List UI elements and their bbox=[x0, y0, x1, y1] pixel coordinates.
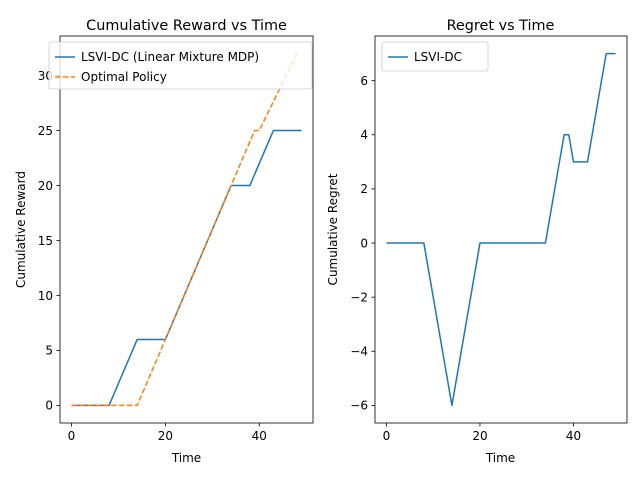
x-tick-label: 0 bbox=[383, 429, 391, 443]
y-tick-label: 5 bbox=[45, 344, 53, 358]
series-line-optimal-policy bbox=[71, 53, 298, 407]
y-tick-label: 6 bbox=[360, 74, 368, 88]
reward-plot-area bbox=[60, 36, 313, 423]
y-tick-label: −2 bbox=[350, 290, 368, 304]
reward-chart-title: Cumulative Reward vs Time bbox=[86, 18, 287, 34]
reward-legend: LSVI-DC (Linear Mixture MDP) Optimal Pol… bbox=[48, 41, 313, 90]
reward-series-layer bbox=[71, 53, 302, 407]
reward-chart: Cumulative Reward vs Time 0 20 40 0 5 10 15 20 2… bbox=[14, 18, 314, 465]
x-tick-label: 40 bbox=[252, 429, 267, 443]
regret-axes-frame bbox=[374, 35, 628, 424]
regret-x-axis-label: Time bbox=[485, 451, 515, 465]
y-tick-label: 15 bbox=[38, 234, 53, 248]
y-tick-label: 4 bbox=[360, 128, 368, 142]
y-tick-label: 0 bbox=[360, 236, 368, 250]
y-tick-label: 20 bbox=[38, 179, 53, 193]
reward-legend-box bbox=[48, 41, 313, 90]
regret-chart-title: Regret vs Time bbox=[447, 18, 555, 34]
y-tick-label: 2 bbox=[360, 182, 368, 196]
x-tick-label: 20 bbox=[158, 429, 173, 443]
regret-legend: LSVI-DC bbox=[381, 41, 489, 72]
y-tick-label: 0 bbox=[45, 399, 53, 413]
y-tick-label: −4 bbox=[350, 345, 368, 359]
x-tick-label: 20 bbox=[472, 429, 487, 443]
reward-y-axis-label: Cumulative Reward bbox=[14, 171, 28, 288]
x-tick-label: 40 bbox=[566, 429, 581, 443]
y-tick-label: 25 bbox=[38, 124, 53, 138]
y-tick-label: 10 bbox=[38, 289, 53, 303]
reward-axes-frame bbox=[59, 35, 314, 424]
regret-legend-box bbox=[381, 41, 489, 72]
reward-legend-label-optimal: Optimal Policy bbox=[81, 70, 167, 84]
reward-legend-label-lsvi: LSVI-DC (Linear Mixture MDP) bbox=[81, 50, 259, 64]
regret-plot-area bbox=[375, 36, 627, 423]
regret-legend-label-lsvi: LSVI-DC bbox=[414, 50, 462, 64]
regret-y-axis-label: Cumulative Regret bbox=[326, 173, 340, 285]
y-tick-label: −6 bbox=[350, 399, 368, 413]
regret-ticks: 0 20 40 −6 −4 −2 0 2 4 6 bbox=[350, 74, 581, 443]
series-line-lsvi-dc-linear-mixture-mdp bbox=[71, 129, 302, 407]
regret-chart: Regret vs Time 0 20 40 −6 −4 −2 0 2 4 6 Time Cumu… bbox=[326, 18, 628, 465]
reward-x-axis-label: Time bbox=[171, 451, 201, 465]
regret-series-layer bbox=[386, 52, 616, 407]
series-line-lsvi-dc bbox=[386, 52, 616, 407]
x-tick-label: 0 bbox=[68, 429, 76, 443]
